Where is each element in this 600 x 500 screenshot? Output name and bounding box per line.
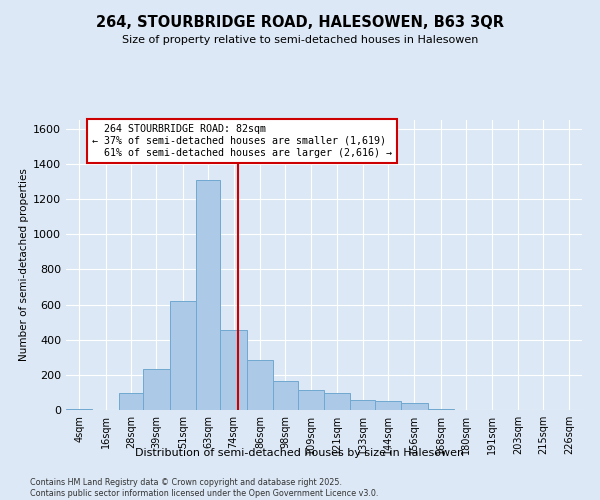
Bar xyxy=(196,180,220,410)
Text: 264 STOURBRIDGE ROAD: 82sqm
← 37% of semi-detached houses are smaller (1,619)
  : 264 STOURBRIDGE ROAD: 82sqm ← 37% of sem… xyxy=(92,124,392,158)
Bar xyxy=(401,404,428,410)
Text: Contains HM Land Registry data © Crown copyright and database right 2025.
Contai: Contains HM Land Registry data © Crown c… xyxy=(30,478,379,498)
Bar xyxy=(428,408,454,410)
Text: Size of property relative to semi-detached houses in Halesowen: Size of property relative to semi-detach… xyxy=(122,35,478,45)
Bar xyxy=(119,394,143,410)
Bar xyxy=(273,381,298,410)
Bar xyxy=(350,400,375,410)
Bar xyxy=(298,390,324,410)
Bar xyxy=(143,368,170,410)
Bar xyxy=(170,301,196,410)
Bar xyxy=(375,401,401,410)
Bar xyxy=(247,360,273,410)
Y-axis label: Number of semi-detached properties: Number of semi-detached properties xyxy=(19,168,29,362)
Text: 264, STOURBRIDGE ROAD, HALESOWEN, B63 3QR: 264, STOURBRIDGE ROAD, HALESOWEN, B63 3Q… xyxy=(96,15,504,30)
Text: Distribution of semi-detached houses by size in Halesowen: Distribution of semi-detached houses by … xyxy=(136,448,464,458)
Bar xyxy=(220,330,247,410)
Bar xyxy=(324,394,350,410)
